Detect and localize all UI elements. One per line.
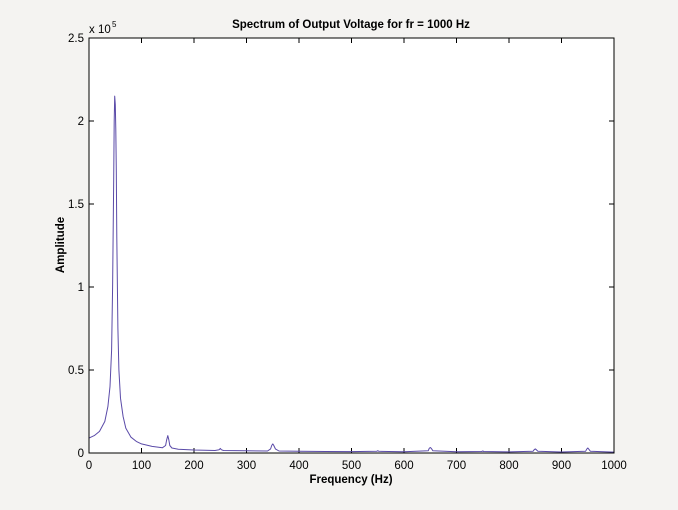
x-tick-label: 900	[552, 460, 571, 472]
y-tick-label: 0.5	[68, 365, 84, 377]
y-tick-label: 1	[78, 282, 84, 294]
x-tick-label: 1000	[601, 460, 627, 472]
chart-title: Spectrum of Output Voltage for fr = 1000…	[232, 19, 470, 31]
y-axis-tick-labels: 0 0.5 1 1.5 2 2.5	[68, 33, 84, 460]
x-tick-label: 300	[237, 460, 256, 472]
y-exponent-base: x 10	[89, 24, 111, 36]
x-axis-tick-labels: 0 100 200 300 400 500 600 700 800 900 1000	[86, 460, 627, 472]
x-tick-label: 800	[499, 460, 518, 472]
y-tick-label: 2.5	[68, 33, 84, 45]
x-tick-label: 200	[184, 460, 203, 472]
x-tick-label: 0	[86, 460, 92, 472]
amplitude-series-line	[88, 95, 615, 453]
plot-area	[89, 38, 614, 453]
x-tick-label: 100	[132, 460, 151, 472]
y-axis-label: Amplitude	[55, 217, 67, 273]
x-tick-label: 700	[447, 460, 466, 472]
x-tick-label: 500	[342, 460, 361, 472]
y-tick-label: 0	[78, 448, 84, 460]
y-tick-label: 1.5	[68, 199, 84, 211]
x-tick-label: 600	[394, 460, 413, 472]
y-tick-label: 2	[78, 116, 84, 128]
x-axis-label: Frequency (Hz)	[309, 474, 392, 486]
x-tick-label: 400	[289, 460, 308, 472]
plot-frame	[88, 37, 615, 454]
y-exponent-power: 5	[112, 20, 117, 29]
